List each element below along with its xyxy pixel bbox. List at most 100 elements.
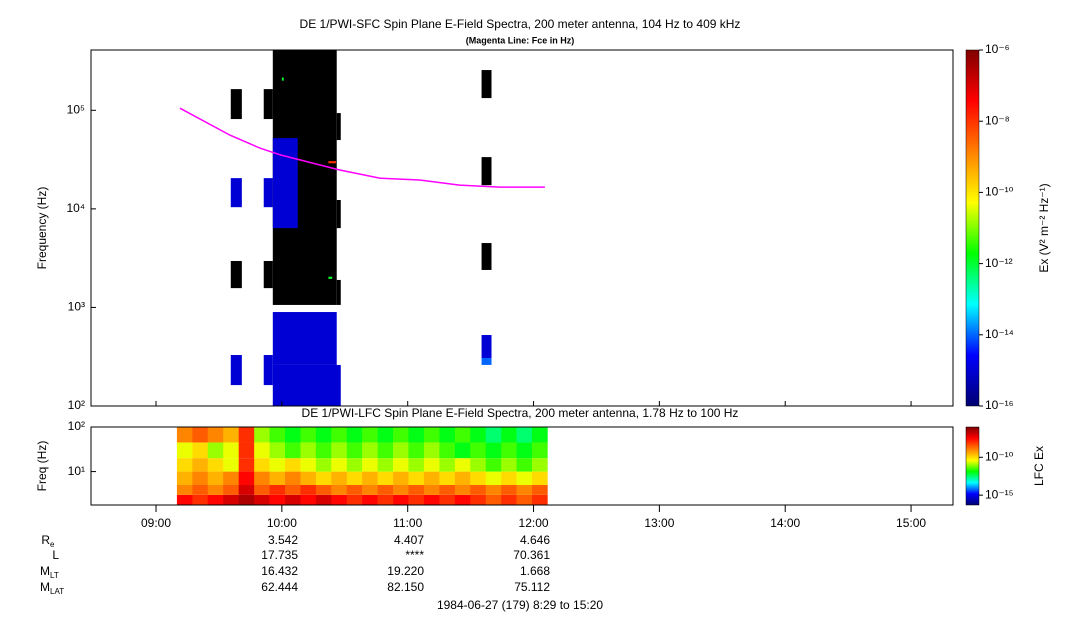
colorbar-tick-label: 10⁻¹⁵ (985, 487, 1014, 501)
spectrogram-cell (192, 427, 209, 443)
spectrogram-cell (331, 442, 348, 459)
spectrogram-cell (300, 442, 317, 459)
spectrogram-cell (485, 494, 502, 505)
spectrogram-cell (439, 485, 456, 495)
ephemeris-label: L (52, 548, 59, 562)
spectrogram-cell (238, 458, 255, 472)
ephemeris-value: 62.444 (261, 580, 298, 594)
spectrogram-cell (238, 485, 255, 495)
spectrogram-cell (362, 494, 378, 505)
spectrogram-cell (362, 471, 378, 486)
spectrogram-cell (423, 458, 440, 472)
y-axis-label: Freq (Hz) (35, 441, 49, 492)
spectrogram-cell (516, 485, 533, 495)
spectrogram-cell (362, 442, 378, 459)
spectrogram-cell (346, 458, 363, 472)
spectrogram-cell (272, 312, 337, 365)
spectrogram-cell (362, 485, 378, 495)
spectrogram-cell (238, 471, 255, 486)
plot-frame (90, 426, 954, 506)
spectrogram-cell (207, 427, 224, 443)
spectrogram-cell (285, 471, 301, 486)
colorbar-tick-label: 10⁻¹² (985, 256, 1013, 270)
spectrogram-cell (176, 494, 193, 505)
spectrogram-cell (331, 427, 348, 443)
spectrogram-cell (408, 458, 425, 472)
spectrogram-cell (192, 458, 209, 472)
colorbar-tick-label: 10⁻¹⁰ (985, 185, 1014, 199)
spectrogram-cell (470, 442, 487, 459)
spectrogram-cell (532, 494, 548, 505)
spectrogram-cell (269, 485, 286, 495)
spectrogram-cell (254, 485, 270, 495)
spectrogram-cell (408, 471, 425, 486)
spectrogram-cell (254, 494, 270, 505)
ephemeris-label-sub: e (50, 540, 55, 549)
y-tick-label: 10² (68, 398, 85, 412)
spectrogram-cell (454, 442, 471, 459)
spectrogram-cell (272, 364, 341, 406)
spectrogram-cell (223, 427, 239, 443)
spectrogram-cell (423, 494, 440, 505)
spectrogram-cell (285, 427, 301, 443)
spectrogram-cell (454, 494, 471, 505)
spectrogram-cell (470, 458, 487, 472)
spectrogram-cell (176, 458, 193, 472)
ephemeris-value: 3.542 (268, 533, 298, 547)
spectrogram-cell (485, 485, 502, 495)
spectrogram-cell (285, 458, 301, 472)
colorbar-tick-label: 10⁻⁶ (985, 42, 1010, 56)
x-tick-label: 12:00 (519, 516, 549, 530)
ephemeris-label: R (41, 533, 50, 547)
spectrogram-cell (223, 442, 239, 459)
spectrogram-cell (470, 485, 487, 495)
spectrogram-cell (269, 458, 286, 472)
ephemeris-value: 4.407 (394, 533, 424, 547)
spectrogram-cell (346, 471, 363, 486)
spectrogram-cell (423, 442, 440, 459)
spectrogram-cell (532, 485, 548, 495)
spectrogram-cell (346, 442, 363, 459)
spectrogram-cell (336, 279, 341, 305)
spectrogram-cell (285, 494, 301, 505)
spectrogram-cell (263, 355, 273, 386)
spectrogram-cell (254, 442, 270, 459)
colorbar-tick-label: 10⁻¹⁰ (985, 449, 1014, 463)
spectrogram-cell (285, 442, 301, 459)
y-tick-label: 10³ (68, 300, 85, 314)
y-axis-label: Frequency (Hz) (35, 187, 49, 270)
spectrogram-cell (254, 471, 270, 486)
spectrogram-cell (470, 471, 487, 486)
spectrogram-cell (238, 442, 255, 459)
spectrogram-cell (454, 471, 471, 486)
spectrogram-cell (393, 458, 409, 472)
spectrogram-cell (408, 494, 425, 505)
spectrogram-cell (254, 427, 270, 443)
spectrogram-cell (439, 427, 456, 443)
spectrogram-cell (393, 485, 409, 495)
spectrogram-cell (315, 494, 332, 505)
spectrogram-cell (176, 471, 193, 486)
ephemeris-label: M (40, 564, 50, 578)
spectrogram-cell (408, 485, 425, 495)
spectrogram-cell (331, 494, 348, 505)
spectrogram-cell (192, 442, 209, 459)
spectrogram-cell (281, 77, 284, 81)
y-tick-label: 10² (68, 419, 85, 433)
spectrogram-cell (481, 243, 492, 270)
spectrogram-cell (263, 89, 273, 120)
footer: 1984-06-27 (179) 8:29 to 15:20 (437, 598, 603, 612)
spectrogram-cell (481, 70, 492, 99)
ephemeris-label-sub: LAT (50, 587, 64, 596)
spectrogram-cell (238, 494, 255, 505)
spectrogram-cell (393, 494, 409, 505)
y-tick-label: 10⁵ (67, 102, 85, 116)
x-tick-label: 13:00 (644, 516, 674, 530)
spectrogram-cell (516, 442, 533, 459)
spectrogram-cell (408, 427, 425, 443)
spectrogram-cell (362, 427, 378, 443)
colorbar (965, 49, 980, 407)
spectrogram-cell (346, 485, 363, 495)
spectrogram-cell (269, 442, 286, 459)
